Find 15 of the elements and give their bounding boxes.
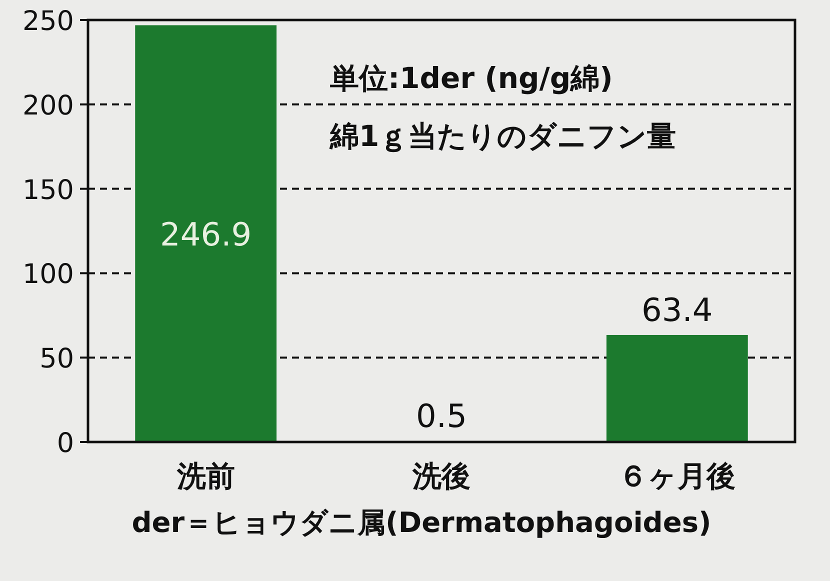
y-tick-label: 0 [56, 428, 74, 459]
x-axis-title: der＝ヒョウダニ属(Dermatophagoides) [132, 506, 712, 539]
y-tick-label: 100 [22, 259, 74, 290]
y-tick-label: 200 [22, 90, 74, 122]
annotation: 単位:1der (ng/g綿) [329, 61, 613, 95]
x-tick-label: 洗後 [412, 459, 470, 493]
data-label: 246.9 [160, 216, 252, 254]
data-label: 63.4 [642, 290, 713, 329]
y-tick-label: 250 [22, 6, 74, 37]
x-tick-label: ６ヶ月後 [618, 459, 736, 493]
data-label: 0.5 [416, 397, 467, 436]
annotation: 綿1ｇ当たりのダニフン量 [329, 119, 676, 153]
y-tick-label: 150 [22, 174, 74, 206]
y-tick-label: 50 [40, 344, 74, 375]
x-tick-label: 洗前 [176, 459, 235, 493]
